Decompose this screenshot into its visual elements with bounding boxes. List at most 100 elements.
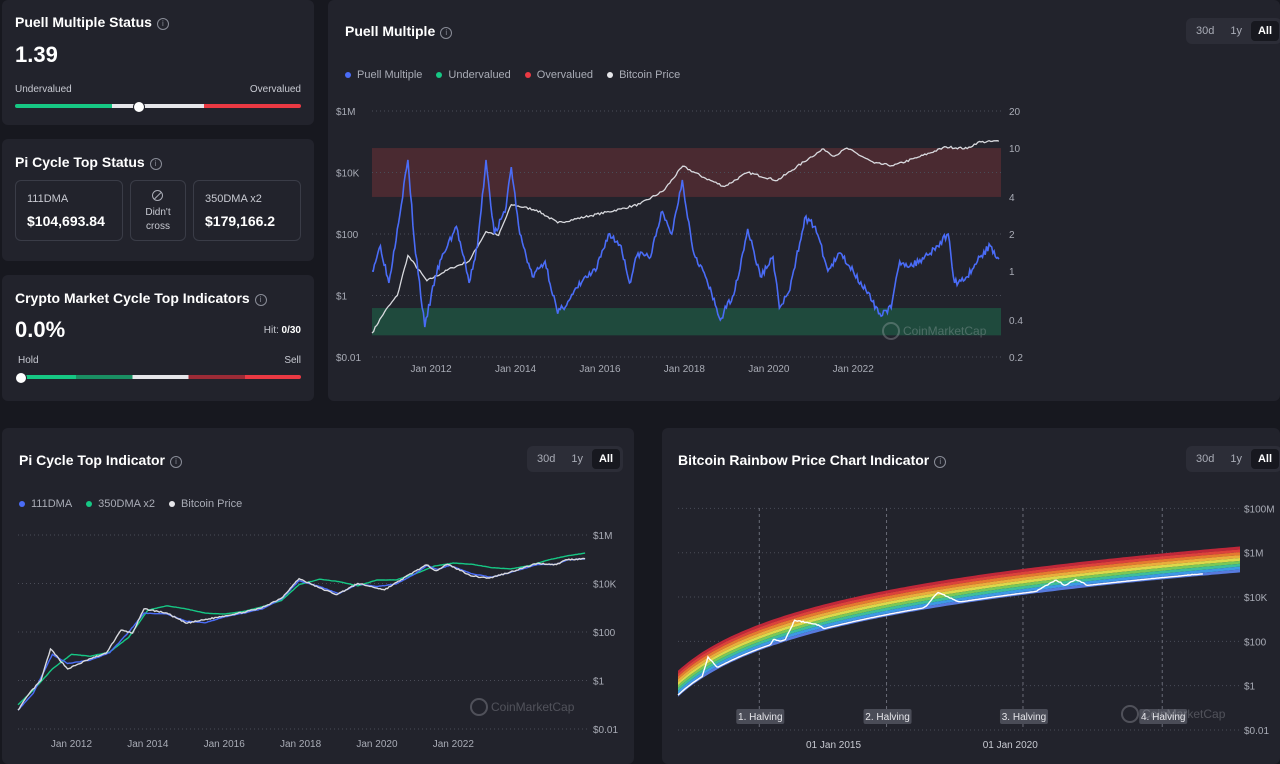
legend-111dma[interactable]: 111DMA — [19, 498, 72, 510]
info-icon[interactable]: i — [149, 158, 162, 170]
y-left-tick-label: $1M — [336, 107, 355, 118]
ma111-label: 111DMA — [27, 193, 69, 205]
puell-chart-title-text: Puell Multiple — [345, 23, 436, 39]
tab-all[interactable]: All — [1250, 21, 1280, 41]
halving-label-bg — [863, 709, 912, 724]
x-tick-label: Jan 2022 — [433, 739, 475, 750]
legend-puell[interactable]: Puell Multiple — [345, 69, 422, 81]
pi-chart-card: Pi Cycle Top Indicator i 30d 1y All 111DM… — [2, 428, 634, 764]
tab-30d[interactable]: 30d — [1196, 453, 1215, 465]
watermark-text: CoinMarketCap — [903, 324, 987, 338]
legend-bitcoin-price[interactable]: Bitcoin Price — [169, 498, 242, 510]
cross-line-1: Didn't — [145, 207, 171, 218]
cross-line-2: cross — [146, 221, 170, 232]
halving-label: 2. Halving — [865, 712, 909, 723]
info-icon[interactable]: i — [170, 456, 182, 468]
rainbow-chart-card: Bitcoin Rainbow Price Chart Indicator i 3… — [662, 428, 1280, 764]
rainbow-chart-title: Bitcoin Rainbow Price Chart Indicator i — [678, 452, 947, 468]
legend-111dma-label: 111DMA — [31, 498, 73, 510]
hit-label: Hit: — [263, 325, 279, 336]
coinmarketcap-watermark: CoinMarketCap — [882, 322, 987, 340]
y-right-tick-label: 0.2 — [1009, 353, 1023, 364]
crypto-status-title-text: Crypto Market Cycle Top Indicators — [15, 290, 250, 306]
hit-counter: Hit: 0/30 — [264, 325, 301, 336]
ma111-box: 111DMA $104,693.84 — [15, 180, 123, 241]
legend-bitcoin-price[interactable]: Bitcoin Price — [607, 69, 680, 81]
y-tick-label: $10K — [1244, 593, 1268, 604]
rainbow-chart-title-text: Bitcoin Rainbow Price Chart Indicator — [678, 452, 930, 468]
legend-bitcoin-price-label: Bitcoin Price — [619, 69, 681, 81]
x-tick-label: Jan 2020 — [356, 739, 398, 750]
info-icon[interactable]: i — [934, 456, 947, 468]
y-right-tick-label: 10 — [1009, 144, 1021, 155]
pi-status-card: Pi Cycle Top Status i 111DMA $104,693.84 … — [2, 139, 314, 261]
x-tick-label: 01 Jan 2020 — [983, 740, 1038, 751]
tab-30d[interactable]: 30d — [1196, 25, 1215, 37]
ma111-value: $104,693.84 — [27, 213, 105, 229]
pi-status-title: Pi Cycle Top Status i — [15, 154, 162, 170]
legend-undervalued[interactable]: Undervalued — [436, 69, 511, 81]
legend-350dma[interactable]: 350DMA x2 — [86, 498, 155, 510]
pi-chart-title-text: Pi Cycle Top Indicator — [19, 452, 165, 468]
x-tick-label: Jan 2016 — [204, 739, 246, 750]
puell-gauge-knob — [132, 101, 145, 113]
111dma-line — [17, 558, 586, 711]
y-right-tick-label: 1 — [1009, 267, 1015, 278]
halving-label-bg — [999, 709, 1048, 724]
ma350-box: 350DMA x2 $179,166.2 — [193, 180, 301, 241]
halving-marker: 2. Halving — [863, 709, 912, 724]
x-tick-label: 01 Jan 2015 — [806, 740, 861, 751]
tab-all[interactable]: All — [591, 449, 621, 469]
x-tick-label: Jan 2012 — [51, 739, 93, 750]
ma350-value: $179,166.2 — [205, 213, 276, 229]
puell-timeframe-tabs: 30d 1y All — [1186, 18, 1280, 44]
halving-label: 4. Halving — [1141, 712, 1185, 723]
tab-1y[interactable]: 1y — [571, 453, 583, 465]
watermark-text: CoinMarketCap — [491, 700, 575, 714]
slash-circle-icon — [152, 190, 163, 201]
halving-label-bg — [736, 709, 785, 724]
legend-overvalued-label: Overvalued — [536, 69, 594, 81]
y-right-tick-label: 2 — [1009, 230, 1015, 241]
x-tick-label: Jan 2022 — [833, 364, 875, 375]
cross-box: Didn't cross — [130, 180, 186, 241]
x-tick-label: Jan 2018 — [664, 364, 706, 375]
y-tick-label: $0.01 — [593, 725, 618, 736]
puell-multiple-line — [371, 159, 1000, 328]
info-icon[interactable]: i — [440, 27, 453, 39]
halving-label: 3. Halving — [1002, 712, 1046, 723]
x-tick-label: Jan 2020 — [748, 364, 790, 375]
puell-legend: Puell Multiple Undervalued Overvalued Bi… — [345, 69, 680, 81]
y-right-tick-label: 0.4 — [1009, 316, 1023, 327]
pi-chart: $1M $10K $100 $1 $0.01 Jan 2012 Jan 2014 Jan 20… — [17, 531, 618, 750]
bitcoin-price-line — [17, 557, 586, 711]
x-tick-label: Jan 2012 — [411, 364, 453, 375]
y-tick-label: $100 — [593, 628, 616, 639]
y-right-tick-label: 4 — [1009, 193, 1015, 204]
info-icon[interactable]: i — [254, 294, 267, 306]
tab-30d[interactable]: 30d — [537, 453, 556, 465]
undervalued-label: Undervalued — [15, 84, 72, 95]
tab-1y[interactable]: 1y — [1230, 25, 1242, 37]
legend-puell-label: Puell Multiple — [357, 69, 423, 81]
legend-undervalued-label: Undervalued — [448, 69, 511, 81]
coinmarketcap-logo-icon — [882, 322, 900, 340]
puell-status-title-text: Puell Multiple Status — [15, 14, 152, 30]
x-tick-label: Jan 2018 — [280, 739, 322, 750]
hit-value: 0/30 — [281, 325, 301, 336]
crypto-status-title: Crypto Market Cycle Top Indicators i — [15, 290, 267, 306]
y-tick-label: $1M — [593, 531, 612, 542]
y-tick-label: $100 — [1244, 637, 1267, 648]
y-tick-label: $1 — [593, 677, 605, 688]
halving-label-bg — [1139, 709, 1188, 724]
coinmarketcap-watermark: CoinMarketCap — [1121, 705, 1226, 723]
info-icon[interactable]: i — [156, 18, 169, 30]
tab-1y[interactable]: 1y — [1230, 453, 1242, 465]
coinmarketcap-logo-icon — [470, 698, 488, 716]
legend-overvalued[interactable]: Overvalued — [524, 69, 594, 81]
tab-all[interactable]: All — [1250, 449, 1280, 469]
puell-status-value: 1.39 — [15, 42, 58, 67]
ma350-label: 350DMA x2 — [205, 193, 262, 205]
crypto-status-card: Crypto Market Cycle Top Indicators i 0.0%… — [2, 275, 314, 401]
rainbow-chart: $100M $1M $10K $100 $1 $0.01 1. Halving 2. Halv… — [677, 504, 1275, 751]
